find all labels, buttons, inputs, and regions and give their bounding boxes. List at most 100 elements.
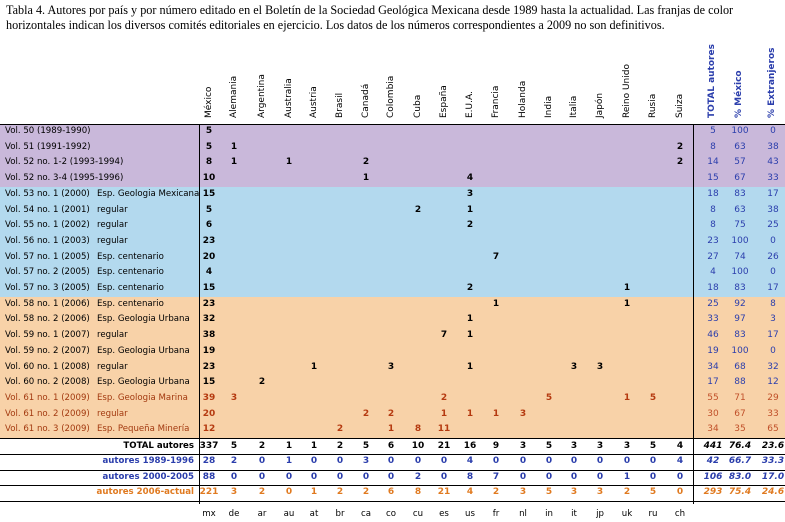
- total-cell: 1: [285, 440, 293, 451]
- total-cell: 0: [336, 456, 344, 466]
- summary-cell: 12: [767, 377, 779, 388]
- total-cell: 2: [258, 440, 266, 451]
- row-type: regular: [97, 408, 128, 419]
- summary-cell: 27: [707, 251, 719, 262]
- table-cell: 1: [623, 392, 631, 403]
- table-cell: 3: [466, 188, 474, 199]
- row-label: Vol. 52 no. 3-4 (1995-1996): [5, 173, 124, 184]
- column-header: Austria: [309, 86, 319, 118]
- total-summary-cell: 66.7: [728, 456, 752, 466]
- summary-cell: 0: [770, 267, 776, 278]
- row-label: Vol. 61 no. 3 (2009): [5, 424, 90, 435]
- committee-band: [0, 124, 785, 187]
- total-cell: 5: [649, 440, 657, 451]
- total-cell: 8: [414, 487, 422, 497]
- total-row-label: autores 1989-1996: [102, 456, 194, 466]
- summary-cell: 35: [734, 424, 746, 435]
- column-header: Holanda: [518, 80, 528, 118]
- table-rule: [0, 469, 785, 471]
- total-cell: 3: [570, 440, 578, 451]
- summary-cell: 92: [734, 298, 746, 309]
- row-label: Vol. 53 no. 1 (2000): [5, 188, 90, 199]
- total-cell: 0: [310, 471, 318, 482]
- table-rule: [0, 454, 785, 455]
- row-label: Vol. 57 no. 1 (2005): [5, 251, 90, 262]
- table-cell: 3: [596, 361, 604, 372]
- total-cell: 2: [414, 471, 422, 482]
- table-cell: 4: [466, 173, 474, 184]
- table-cell: 5: [205, 204, 213, 215]
- table-cell: 2: [676, 157, 684, 168]
- summary-cell: 71: [734, 392, 746, 403]
- total-summary-cell: 33.3: [761, 456, 785, 466]
- summary-cell: 19: [707, 345, 719, 356]
- summary-cell: 83: [734, 330, 746, 341]
- table-cell: 2: [258, 377, 266, 388]
- total-cell: 2: [362, 487, 370, 497]
- column-header: Italia: [569, 95, 579, 118]
- country-code: uk: [621, 509, 633, 519]
- total-row-label: autores 2000-2005: [102, 471, 194, 482]
- row-type: regular: [97, 330, 128, 341]
- summary-cell: 38: [767, 204, 779, 215]
- total-cell: 8: [466, 471, 474, 482]
- column-header: Suiza: [675, 93, 685, 118]
- total-cell: 0: [387, 456, 395, 466]
- country-code: fr: [492, 509, 500, 519]
- summary-cell: 67: [734, 173, 746, 184]
- table-cell: 2: [466, 220, 474, 231]
- table-cell: 2: [336, 424, 344, 435]
- row-label: Vol. 56 no. 1 (2003): [5, 235, 90, 246]
- total-row-label: autores 2006-actual: [96, 487, 194, 497]
- table-cell: 39: [202, 392, 216, 403]
- country-code: ar: [257, 509, 267, 519]
- row-label: Vol. 59 no. 1 (2007): [5, 330, 90, 341]
- total-cell: 0: [414, 456, 422, 466]
- summary-cell: 74: [734, 251, 746, 262]
- row-type: Esp. centenario: [97, 298, 164, 309]
- summary-cell: 34: [707, 424, 719, 435]
- table-cell: 10: [202, 173, 216, 184]
- summary-cell: 0: [770, 235, 776, 246]
- column-rule: [693, 124, 694, 504]
- table-cell: 1: [466, 361, 474, 372]
- table-cell: 1: [387, 424, 395, 435]
- table-cell: 1: [362, 173, 370, 184]
- table-cell: 2: [387, 408, 395, 419]
- row-label: Vol. 51 (1991-1992): [5, 141, 91, 152]
- summary-cell: 75: [734, 220, 746, 231]
- column-header: Francia: [491, 85, 501, 118]
- table-rule: [0, 438, 785, 439]
- table-cell: 1: [466, 408, 474, 419]
- table-cell: 32: [202, 314, 216, 325]
- row-label: Vol. 58 no. 2 (2006): [5, 314, 90, 325]
- summary-cell: 17: [707, 377, 719, 388]
- total-cell: 0: [387, 471, 395, 482]
- total-cell: 0: [545, 471, 553, 482]
- total-row-label: TOTAL autores: [123, 440, 194, 451]
- table-cell: 1: [623, 283, 631, 293]
- row-label: Vol. 52 no. 1-2 (1993-1994): [5, 157, 124, 168]
- total-cell: 0: [258, 456, 266, 466]
- country-code: jp: [596, 509, 604, 519]
- row-type: Esp. centenario: [97, 283, 164, 293]
- row-label: Vol. 54 no. 1 (2001): [5, 204, 90, 215]
- row-type: Esp. Geologia Urbana: [97, 314, 190, 325]
- total-cell: 3: [230, 487, 238, 497]
- table-cell: 3: [230, 392, 238, 403]
- total-cell: 2: [230, 456, 238, 466]
- row-type: regular: [97, 220, 128, 231]
- country-code: ch: [674, 509, 686, 519]
- summary-cell: 32: [767, 361, 779, 372]
- country-code: at: [309, 509, 319, 519]
- summary-cell: 33: [707, 314, 719, 325]
- total-cell: 0: [310, 456, 318, 466]
- summary-cell: 25: [767, 220, 779, 231]
- total-cell: 2: [623, 487, 631, 497]
- table-cell: 7: [440, 330, 448, 341]
- total-summary-cell: 24.6: [761, 487, 785, 497]
- column-header: Reino Unido: [622, 64, 632, 118]
- table-cell: 20: [202, 408, 216, 419]
- total-cell: 0: [285, 487, 293, 497]
- total-cell: 16: [463, 440, 477, 451]
